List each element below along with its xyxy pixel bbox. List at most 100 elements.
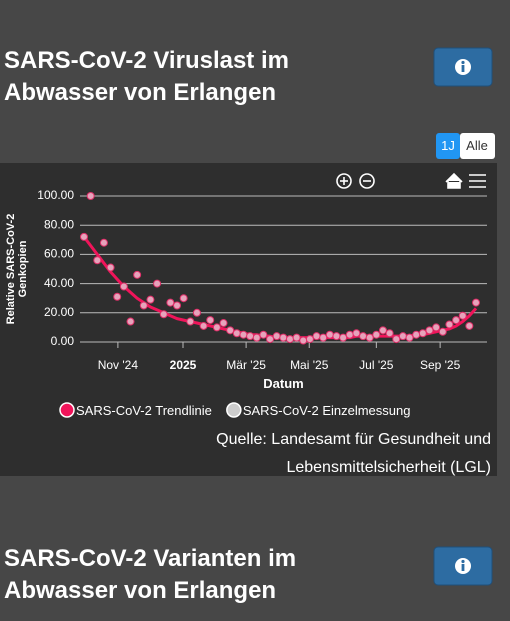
legend-item[interactable]: SARS-CoV-2 Trendlinie: [59, 402, 212, 418]
home[interactable]: [445, 172, 463, 189]
measurement-point: [378, 326, 387, 335]
measurement-point: [319, 333, 328, 342]
section-title: SARS-CoV-2 Viruslast im: [4, 47, 289, 74]
measurement-point: [458, 311, 467, 320]
measurement-point: [206, 316, 215, 325]
legend-swatch: [226, 402, 242, 418]
legend-item[interactable]: SARS-CoV-2 Einzelmessung: [226, 402, 411, 418]
y-tick-label: 20.00: [44, 305, 74, 319]
chart-panel: [0, 163, 497, 476]
measurement-point: [212, 323, 221, 332]
info-button[interactable]: [433, 546, 493, 586]
range-button-label: Alle: [466, 138, 488, 153]
measurement-point: [199, 321, 208, 330]
measurement-point: [239, 330, 248, 339]
measurement-point: [266, 335, 275, 344]
measurement-point: [385, 329, 394, 338]
measurement-point: [232, 329, 241, 338]
measurement-point: [352, 329, 361, 338]
measurement-point: [93, 256, 102, 265]
measurement-point: [159, 310, 168, 319]
measurement-point: [392, 335, 401, 344]
section-title: Abwasser von Erlangen: [4, 577, 276, 604]
measurement-point: [246, 332, 255, 341]
source: Quelle: Landesamt für Gesundheit und: [216, 431, 491, 448]
measurement-point: [365, 333, 374, 342]
measurement-point: [299, 336, 308, 345]
measurement-point: [99, 238, 108, 247]
measurement-point: [285, 335, 294, 344]
measurement-point: [179, 294, 188, 303]
measurement-point: [412, 330, 421, 339]
x-axis-label: Datum: [263, 376, 303, 391]
x-tick-label: Jul '25: [359, 358, 394, 372]
measurement-point: [173, 301, 182, 310]
measurement-point: [133, 270, 142, 279]
measurement-point: [219, 319, 228, 328]
measurement-point: [252, 333, 261, 342]
legend-label: SARS-CoV-2 Trendlinie: [76, 403, 212, 418]
section-title: Abwasser von Erlangen: [4, 79, 276, 106]
info-button[interactable]: [433, 47, 493, 87]
measurement-point: [345, 330, 354, 339]
range-button[interactable]: [460, 133, 495, 159]
x-tick-label: Sep '25: [420, 358, 461, 372]
range-button[interactable]: [436, 133, 460, 159]
menu[interactable]: [469, 174, 486, 188]
chart: 0.00 20.00 40.00 60.00 80.00 100.00 Nov '24 202…: [5, 188, 487, 418]
y-axis-label-line: Relative SARS-CoV-2: [5, 214, 17, 325]
y-tick-label: 40.00: [44, 276, 74, 290]
measurement-point: [119, 282, 128, 291]
measurement-point: [279, 333, 288, 342]
measurement-point: [438, 327, 447, 336]
y-tick-label: 60.00: [44, 247, 74, 261]
measurement-point: [445, 320, 454, 329]
legend-swatch: [59, 402, 75, 418]
x-tick-label: Mai '25: [290, 358, 329, 372]
measurement-point: [146, 295, 155, 304]
measurement-point: [272, 332, 281, 341]
y-tick-label: 100.00: [37, 188, 74, 202]
measurement-point: [398, 332, 407, 341]
range-button-label: 1J: [441, 138, 455, 153]
measurement-point: [425, 326, 434, 335]
measurement-point: [86, 192, 95, 200]
y-axis-label-line: Genkopien: [17, 240, 29, 297]
measurement-point: [452, 316, 461, 325]
measurement-point: [113, 292, 122, 301]
y-tick-label: 0.00: [51, 334, 75, 348]
y-axis-label: Relative SARS-CoV-2 Genkopien: [5, 214, 29, 325]
y-tick-label: 80.00: [44, 217, 74, 231]
measurement-point: [332, 332, 341, 341]
measurement-point: [405, 333, 414, 342]
measurement-point: [166, 298, 175, 307]
measurement-point: [339, 333, 348, 342]
measurement-point: [312, 332, 321, 341]
measurement-point: [325, 330, 334, 339]
chart-toolbar: [336, 172, 486, 189]
x-tick-label: 2025: [170, 358, 197, 372]
measurement-point: [80, 232, 88, 241]
measurement-point: [126, 317, 135, 326]
zoom-out[interactable]: [359, 173, 375, 189]
measurement-point: [153, 279, 162, 288]
measurement-point: [192, 308, 201, 317]
measurement-point: [432, 323, 441, 332]
section-title: SARS-CoV-2 Varianten im: [4, 545, 296, 572]
measurement-point: [106, 263, 115, 272]
measurement-point: [292, 333, 301, 342]
x-tick-label: Mär '25: [226, 358, 266, 372]
range-buttons: 1J Alle: [436, 133, 495, 159]
legend-label: SARS-CoV-2 Einzelmessung: [243, 403, 411, 418]
measurement-point: [465, 321, 474, 330]
measurement-point: [186, 317, 195, 326]
measurement-point: [259, 330, 268, 339]
source: Lebensmittelsicherheit (LGL): [286, 459, 491, 476]
measurement-point: [305, 335, 314, 344]
measurement-point: [418, 329, 427, 338]
measurement-point: [472, 298, 480, 307]
zoom-in[interactable]: [336, 173, 352, 189]
measurement-point: [372, 330, 381, 339]
